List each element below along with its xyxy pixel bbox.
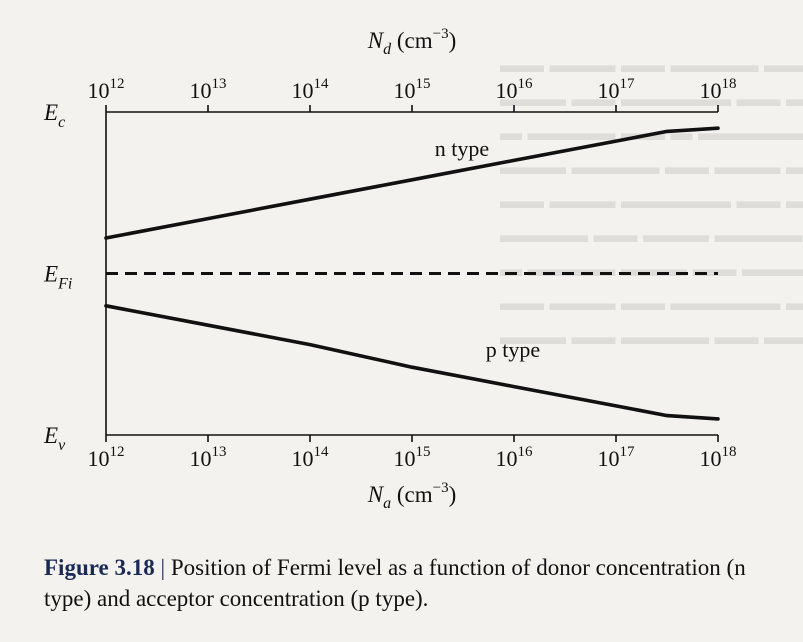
bottom-tick-label: 1016: [496, 444, 534, 471]
bottom-axis: 1012 1013 1014 1015 1016 1017 1018 Na (cm−3): [88, 434, 737, 512]
bottom-tick-label: 1014: [292, 444, 330, 471]
series-label-n-type: n type: [435, 136, 489, 161]
bottom-tick-label: 1015: [394, 444, 431, 471]
left-axis: Ec EFi Ev: [43, 100, 107, 454]
bottom-tick-label: 1013: [190, 444, 227, 471]
top-tick-label: 1016: [496, 76, 534, 103]
top-tick-label: 1013: [190, 76, 227, 103]
top-tick-label: 1015: [394, 76, 431, 103]
top-tick-label: 1017: [598, 76, 636, 103]
top-tick-label: 1014: [292, 76, 330, 103]
bottom-tick-label: 1017: [598, 444, 636, 471]
figure-label: Figure 3.18: [44, 555, 155, 580]
bottom-axis-title: Na (cm−3): [367, 480, 457, 512]
top-axis: 1012 1013 1014 1015 1016 1017 1018 Nd (cm−3): [88, 26, 737, 113]
energy-level-label-EFi: EFi: [43, 262, 72, 293]
top-tick-label: 1018: [700, 76, 737, 103]
series-label-p-type: p type: [486, 337, 540, 362]
top-tick-label: 1012: [88, 76, 125, 103]
bottom-tick-label: 1012: [88, 444, 125, 471]
bottom-tick-label: 1018: [700, 444, 737, 471]
caption-separator: |: [160, 555, 166, 580]
energy-level-label-Ev: Ev: [43, 423, 66, 454]
figure-caption: Figure 3.18 | Position of Fermi level as…: [44, 552, 764, 614]
series-line-p-type: [104, 304, 720, 421]
energy-level-label-Ec: Ec: [43, 100, 65, 131]
top-axis-title: Nd (cm−3): [367, 26, 457, 58]
series-line-n-type: [104, 126, 720, 240]
series-layer: n type p type: [104, 126, 720, 421]
caption-text: Position of Fermi level as a function of…: [44, 555, 746, 612]
